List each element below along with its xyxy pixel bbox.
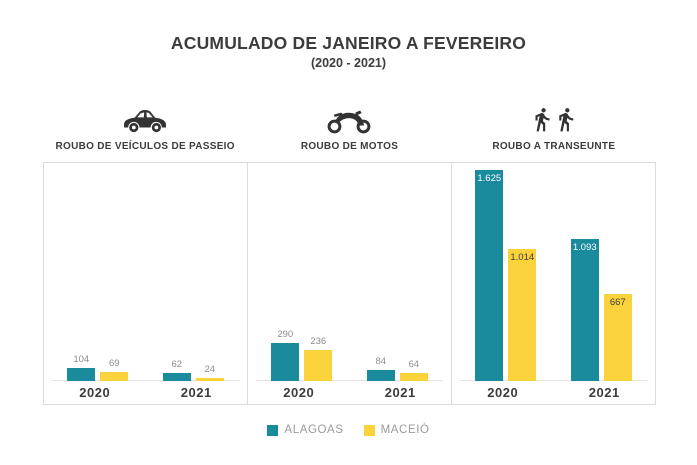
bar-alagoas-2020: 104 <box>67 355 96 381</box>
bar-group-2021: 62 24 <box>162 360 224 381</box>
value-label: 104 <box>73 354 90 365</box>
bar-alagoas-2021: 84 <box>366 357 395 381</box>
panel-header-transeunte: ROUBO A TRANSEUNTE <box>452 98 656 152</box>
year-label-2021: 2021 <box>588 385 620 400</box>
value-label: 290 <box>277 329 294 340</box>
bar-alagoas-2021: 62 <box>162 360 191 381</box>
charts-container: ROUBO DE VEÍCULOS DE PASSEIO ROUBO DE MO… <box>43 98 656 405</box>
panel-title-motos: ROUBO DE MOTOS <box>300 141 399 152</box>
value-label: 24 <box>204 364 216 375</box>
x-axis-labels: 2020 2021 <box>44 381 247 404</box>
value-label: 236 <box>310 336 327 347</box>
year-label-2020: 2020 <box>79 385 111 400</box>
bar-group-2020: 290 236 <box>271 330 333 381</box>
bar-group-2021: 84 64 <box>366 357 428 381</box>
bar-alagoas-2020: 290 <box>271 330 300 381</box>
motorcycle-icon <box>247 98 451 134</box>
page-title: ACUMULADO DE JANEIRO A FEVEREIRO <box>170 33 527 53</box>
car-icon <box>43 98 247 134</box>
legend-swatch-maceio <box>363 424 375 436</box>
legend-label-maceio: MACEIÓ <box>380 424 430 436</box>
value-label: 1.014 <box>510 252 535 263</box>
year-label-2020: 2020 <box>487 385 519 400</box>
x-axis-labels: 2020 2021 <box>248 381 451 404</box>
panel-title-veiculos: ROUBO DE VEÍCULOS DE PASSEIO <box>55 141 235 152</box>
bar-group-2021: 1.093 667 <box>570 239 632 381</box>
value-label: 1.625 <box>477 173 502 184</box>
chart-panel-motos: 290 236 84 64 2020 2021 <box>248 162 452 405</box>
bar-macei-2020: 69 <box>100 359 129 381</box>
chart-area-motos: 290 236 84 64 <box>248 163 451 381</box>
bar-macei-2020: 236 <box>304 337 333 381</box>
panels-row: 104 69 62 24 2020 2021 290 236 84 64 2020 2021 1… <box>43 162 656 405</box>
bar-alagoas-2020: 1.625 <box>475 170 504 381</box>
bar-macei-2021: 24 <box>195 365 224 381</box>
x-axis-line <box>460 380 647 381</box>
x-axis-labels: 2020 2021 <box>452 381 655 404</box>
chart-panel-transeunte: 1.625 1.014 1.093 667 2020 2021 <box>452 162 656 405</box>
value-label: 62 <box>171 359 183 370</box>
value-label: 64 <box>408 359 420 370</box>
panel-header-veiculos: ROUBO DE VEÍCULOS DE PASSEIO <box>43 98 247 152</box>
chart-area-transeunte: 1.625 1.014 1.093 667 <box>452 163 655 381</box>
year-label-2021: 2021 <box>384 385 416 400</box>
value-label: 1.093 <box>572 242 597 253</box>
year-label-2021: 2021 <box>180 385 212 400</box>
legend-item-maceio: MACEIÓ <box>363 424 430 436</box>
panel-title-transeunte: ROUBO A TRANSEUNTE <box>492 141 616 152</box>
year-label-2020: 2020 <box>283 385 315 400</box>
bar-macei-2021: 64 <box>399 360 428 381</box>
legend-label-alagoas: ALAGOAS <box>284 424 344 436</box>
x-axis-line <box>256 380 443 381</box>
legend-item-alagoas: ALAGOAS <box>267 424 343 436</box>
bar-group-2020: 1.625 1.014 <box>475 170 537 381</box>
legend-swatch-alagoas <box>267 424 279 436</box>
bar-group-2020: 104 69 <box>67 355 129 381</box>
chart-area-veiculos: 104 69 62 24 <box>44 163 247 381</box>
value-label: 84 <box>375 356 387 367</box>
bar-macei-2020: 1.014 <box>508 249 537 381</box>
legend: ALAGOAS MACEIÓ <box>0 424 697 436</box>
page-subtitle: (2020 - 2021) <box>310 56 387 70</box>
bar-macei-2021: 667 <box>603 294 632 381</box>
chart-panel-veiculos: 104 69 62 24 2020 2021 <box>43 162 248 405</box>
pedestrians-icon <box>452 98 656 134</box>
panel-header-motos: ROUBO DE MOTOS <box>247 98 451 152</box>
value-label: 667 <box>609 297 626 308</box>
panel-headers-row: ROUBO DE VEÍCULOS DE PASSEIO ROUBO DE MO… <box>43 98 656 152</box>
bar-alagoas-2021: 1.093 <box>570 239 599 381</box>
value-label: 69 <box>108 358 120 369</box>
x-axis-line <box>52 380 239 381</box>
